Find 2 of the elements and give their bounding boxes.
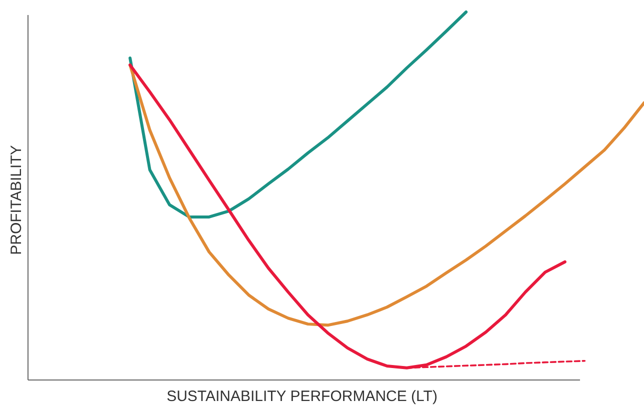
x-axis-title: SUSTAINABILITY PERFORMANCE (LT) — [166, 388, 438, 405]
y-axis-title: PROFITABILITY — [8, 145, 25, 255]
